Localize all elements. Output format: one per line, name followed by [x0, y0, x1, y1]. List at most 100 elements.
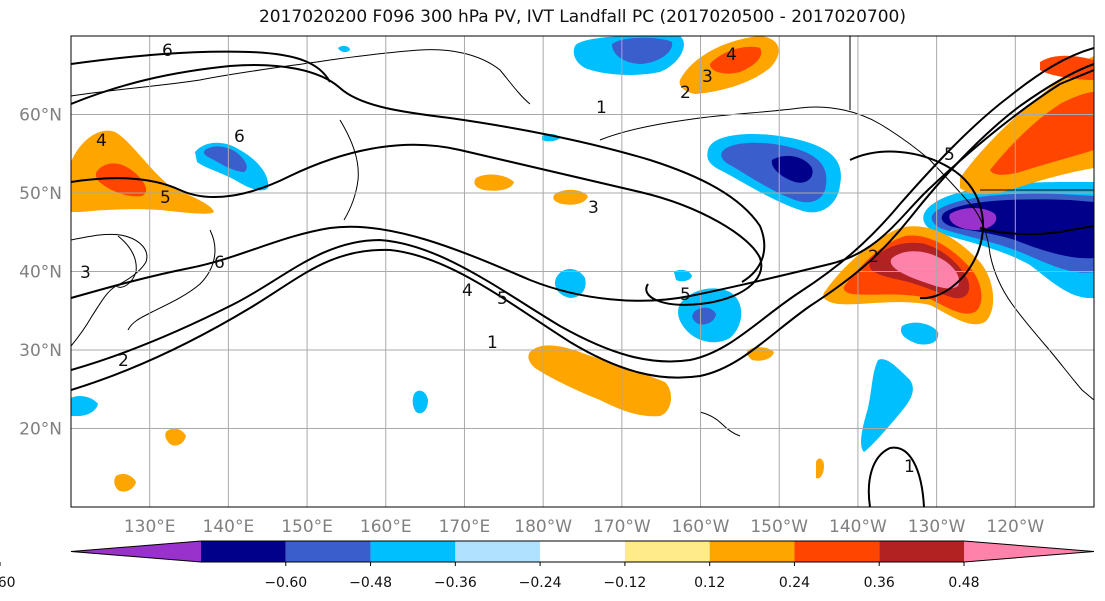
colorbar	[70, 540, 1095, 563]
map-frame	[70, 35, 1095, 508]
colorbar-bin-8	[794, 541, 880, 562]
lat-tick-label-4: 60°N	[19, 106, 62, 126]
shade-pos-manchuria-core	[95, 163, 147, 197]
colorbar-tick-label-2: −0.36	[434, 575, 477, 591]
shade-pos-subtropics	[528, 345, 672, 417]
shade-pos-alaska-top-core	[710, 46, 762, 74]
longitude-tick-labels: 130°E 140°E 150°E 160°E 170°E 180°W 170°W 160°W…	[124, 517, 1045, 537]
colorbar-tick-label-4: −0.12	[603, 575, 646, 591]
pv-label-5-west: 5	[160, 188, 171, 208]
pv-label-2-offcoast: 2	[868, 247, 879, 267]
chart-title: 2017020200 F096 300 hPa PV, IVT Landfall…	[258, 7, 906, 27]
latitude-tick-labels: 20°N 30°N 40°N 50°N 60°N	[19, 106, 62, 440]
shade-neg-alaska-inner	[771, 155, 813, 183]
shade-neg-taiwan	[71, 396, 98, 416]
lon-tick-label-2: 150°E	[281, 517, 333, 537]
pv-contour-labels: 1 1 1 2 2 2 3 3 3 4 4 4 5 5 5 5 6 6 6	[80, 41, 955, 477]
pv-label-6-sakhalin: 6	[234, 127, 245, 147]
pv-contour-6	[71, 50, 331, 83]
colorbar-outline	[70, 540, 1095, 563]
shade-pos-small-d	[816, 458, 824, 479]
pv-label-4-alaska: 4	[726, 45, 737, 65]
shade-neg-alaska-core	[721, 142, 827, 203]
pv-label-1-north: 1	[596, 98, 607, 118]
pv-contour-sub	[979, 225, 1094, 236]
pv-label-2-west: 2	[118, 351, 129, 371]
shade-pos-bc-core	[990, 92, 1094, 175]
pv-label-6-japan: 6	[214, 253, 225, 273]
colorbar-tick-label-6: 0.24	[779, 575, 810, 591]
colorbar-bin-4	[455, 541, 541, 562]
pv-contour-5	[71, 63, 766, 283]
shade-pos-offcoast-peak	[890, 251, 960, 289]
lon-tick-label-6: 170°W	[593, 517, 651, 537]
coastlines	[71, 36, 1094, 437]
lon-tick-label-7: 160°W	[672, 517, 730, 537]
lat-tick-label-2: 40°N	[19, 263, 62, 283]
colorbar-bin-7	[709, 541, 795, 562]
colorbar-tick-labels: −0.60 −0.48 −0.36 −0.24 −0.12 0.12 0.24 0.36 0.4…	[0, 562, 980, 591]
coast-alaska	[599, 106, 931, 161]
colorbar-bin-3	[370, 541, 456, 562]
colorbar-tick-label-9: 0.60	[0, 575, 16, 591]
shade-neg-midpac-core	[692, 307, 716, 325]
pv-label-2-alaska: 2	[680, 83, 691, 103]
shade-neg-sakhalin-core	[204, 146, 247, 172]
coast-kamchatka	[339, 119, 359, 221]
pv-label-3-pacific: 3	[588, 198, 599, 218]
colorbar-bin-1	[201, 541, 286, 562]
colorbar-tick-label-7: 0.36	[864, 575, 895, 591]
lon-tick-label-11: 120°W	[986, 517, 1044, 537]
shade-pos-small-b	[114, 474, 136, 492]
shade-pos-small-c	[747, 347, 774, 361]
pv-label-4-pacific: 4	[462, 281, 473, 301]
colorbar-extend-high	[964, 541, 1094, 562]
colorbar-bin-5	[540, 541, 625, 562]
colorbar-bin-6	[624, 541, 710, 562]
lon-tick-label-3: 160°E	[360, 517, 412, 537]
pv-label-3-west: 3	[80, 263, 91, 283]
pv-label-5-pacific: 5	[497, 289, 508, 309]
shade-pos-alaska-n	[1040, 55, 1094, 80]
coast-siberia	[71, 49, 531, 105]
pv-contour-south	[867, 446, 925, 507]
coast-na-west	[929, 159, 1094, 401]
colorbar-tick-label-8: 0.48	[948, 575, 979, 591]
pv-label-1-south: 1	[487, 333, 498, 353]
pv-contour-3	[71, 63, 1094, 391]
lon-tick-label-8: 150°W	[750, 517, 808, 537]
colorbar-bin-9	[879, 541, 964, 562]
colorbar-extend-low	[71, 541, 201, 562]
coast-asia	[71, 233, 148, 347]
lon-tick-label-10: 130°W	[908, 517, 966, 537]
pv-contour-2	[71, 47, 1094, 371]
colorbar-tick-label-5: 0.12	[694, 575, 725, 591]
shade-neg-small-d	[338, 45, 350, 53]
pv-label-3-alaska: 3	[702, 67, 713, 87]
coast-japan	[127, 229, 216, 331]
lon-tick-label-5: 180°W	[514, 517, 572, 537]
pv-contour-1	[71, 69, 1094, 302]
pv-label-5-midpac: 5	[680, 285, 691, 305]
colorbar-tick-label-3: −0.24	[519, 575, 562, 591]
pv-contours	[71, 47, 1094, 507]
shade-pos-small-a	[165, 428, 186, 446]
colorbar-tick-label-0: −0.60	[264, 575, 307, 591]
shade-neg-small-b	[674, 269, 692, 282]
colorbar-bin-2	[285, 541, 371, 562]
shade-neg-bering-core	[612, 37, 673, 64]
shade-neg-offcoast-small	[900, 322, 939, 345]
shade-neg-westcoast-peak	[949, 208, 997, 230]
lon-tick-label-0: 130°E	[124, 517, 176, 537]
pv-label-1-east: 1	[904, 457, 915, 477]
lon-tick-label-9: 140°W	[829, 517, 887, 537]
lon-tick-label-1: 140°E	[203, 517, 255, 537]
pv-contour-4	[71, 143, 763, 306]
shade-neg-small-a	[412, 390, 428, 414]
coast-hawaii	[699, 411, 741, 437]
lon-tick-label-4: 170°E	[439, 517, 491, 537]
pv-label-6-north: 6	[162, 41, 173, 61]
pv-contour-east	[849, 150, 984, 300]
lat-tick-label-3: 50°N	[19, 184, 62, 204]
